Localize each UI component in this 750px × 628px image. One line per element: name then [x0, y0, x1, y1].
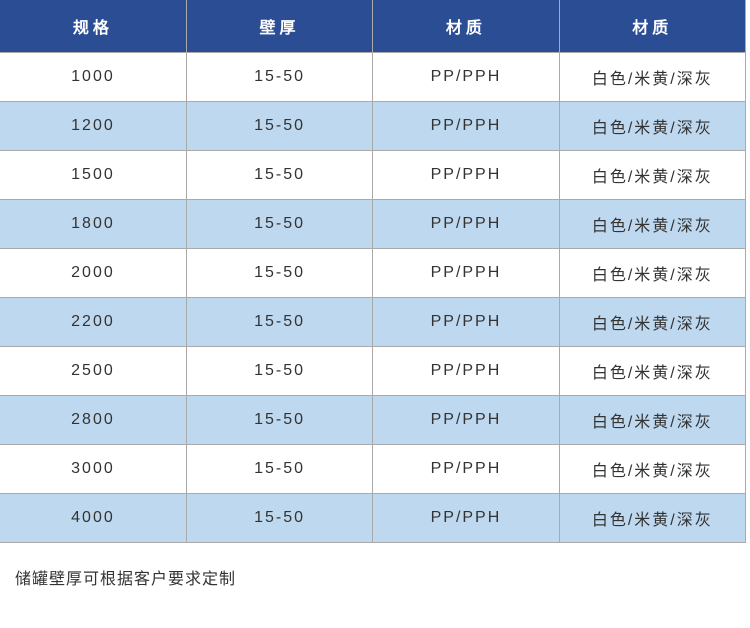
table-row: 4000 15-50 PP/PPH 白色/米黄/深灰	[0, 493, 747, 543]
table-row: 1500 15-50 PP/PPH 白色/米黄/深灰	[0, 150, 747, 200]
spec-cell: 1500	[0, 150, 187, 200]
wall-thickness-cell: 15-50	[185, 199, 374, 249]
material-cell: PP/PPH	[372, 297, 560, 347]
customization-note: 储罐壁厚可根据客户要求定制	[15, 571, 237, 588]
header-spec: 规格	[0, 0, 187, 53]
table-row: 2000 15-50 PP/PPH 白色/米黄/深灰	[0, 248, 747, 298]
color-cell: 白色/米黄/深灰	[558, 493, 747, 543]
color-cell: 白色/米黄/深灰	[558, 52, 747, 102]
table-header: 规格 壁厚 材质 材质	[0, 0, 747, 53]
spec-cell: 1800	[0, 199, 187, 249]
header-wall-thickness: 壁厚	[185, 0, 374, 53]
spec-cell: 2500	[0, 346, 187, 396]
color-cell: 白色/米黄/深灰	[558, 346, 747, 396]
material-cell: PP/PPH	[372, 493, 560, 543]
table-row: 1200 15-50 PP/PPH 白色/米黄/深灰	[0, 101, 747, 151]
spec-cell: 4000	[0, 493, 187, 543]
spec-cell: 2200	[0, 297, 187, 347]
material-cell: PP/PPH	[372, 395, 560, 445]
material-cell: PP/PPH	[372, 52, 560, 102]
wall-thickness-cell: 15-50	[185, 395, 374, 445]
spec-cell: 1000	[0, 52, 187, 102]
material-cell: PP/PPH	[372, 444, 560, 494]
table-row: 2200 15-50 PP/PPH 白色/米黄/深灰	[0, 297, 747, 347]
color-cell: 白色/米黄/深灰	[558, 101, 747, 151]
material-cell: PP/PPH	[372, 346, 560, 396]
table-row: 1000 15-50 PP/PPH 白色/米黄/深灰	[0, 52, 747, 102]
spec-cell: 2800	[0, 395, 187, 445]
table-row: 2500 15-50 PP/PPH 白色/米黄/深灰	[0, 346, 747, 396]
wall-thickness-cell: 15-50	[185, 52, 374, 102]
color-cell: 白色/米黄/深灰	[558, 297, 747, 347]
wall-thickness-cell: 15-50	[185, 297, 374, 347]
color-cell: 白色/米黄/深灰	[558, 199, 747, 249]
color-cell: 白色/米黄/深灰	[558, 395, 747, 445]
spec-cell: 3000	[0, 444, 187, 494]
color-cell: 白色/米黄/深灰	[558, 248, 747, 298]
product-spec-table: 规格 壁厚 材质 材质 1000 15-50 PP/PPH 白色/米黄/深灰 1200 1…	[0, 0, 747, 543]
wall-thickness-cell: 15-50	[185, 493, 374, 543]
color-cell: 白色/米黄/深灰	[558, 444, 747, 494]
header-row: 规格 壁厚 材质 材质	[0, 0, 747, 53]
table-row: 2800 15-50 PP/PPH 白色/米黄/深灰	[0, 395, 747, 445]
material-cell: PP/PPH	[372, 248, 560, 298]
wall-thickness-cell: 15-50	[185, 346, 374, 396]
material-cell: PP/PPH	[372, 199, 560, 249]
wall-thickness-cell: 15-50	[185, 444, 374, 494]
color-cell: 白色/米黄/深灰	[558, 150, 747, 200]
wall-thickness-cell: 15-50	[185, 248, 374, 298]
table-body: 1000 15-50 PP/PPH 白色/米黄/深灰 1200 15-50 PP/PPH 白色…	[0, 52, 747, 543]
table-row: 1800 15-50 PP/PPH 白色/米黄/深灰	[0, 199, 747, 249]
wall-thickness-cell: 15-50	[185, 150, 374, 200]
material-cell: PP/PPH	[372, 101, 560, 151]
wall-thickness-cell: 15-50	[185, 101, 374, 151]
material-cell: PP/PPH	[372, 150, 560, 200]
spec-cell: 1200	[0, 101, 187, 151]
spec-cell: 2000	[0, 248, 187, 298]
table-row: 3000 15-50 PP/PPH 白色/米黄/深灰	[0, 444, 747, 494]
header-material: 材质	[372, 0, 560, 53]
header-material-color: 材质	[558, 0, 747, 53]
